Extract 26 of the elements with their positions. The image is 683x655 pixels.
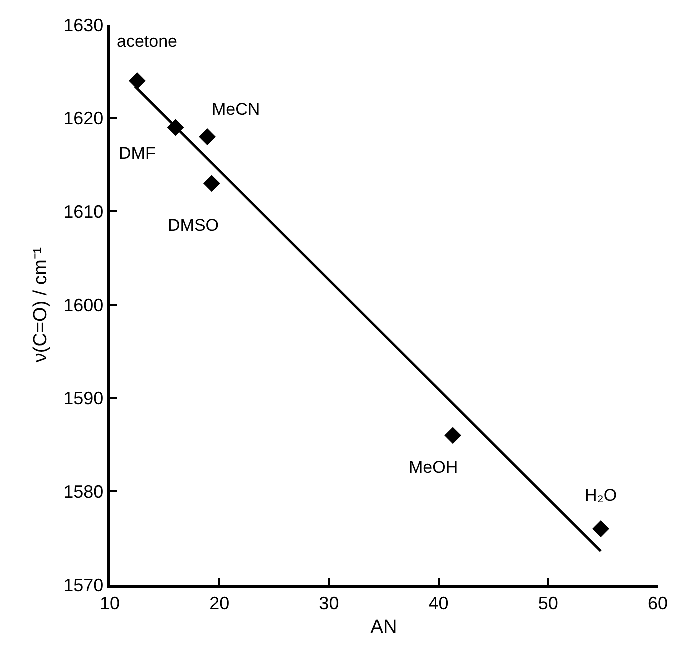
y-tick-label: 1610 [64, 202, 104, 222]
x-tick-label: 10 [100, 593, 120, 614]
y-tick-label: 1600 [64, 295, 104, 316]
annotation: acetone [117, 32, 178, 51]
annotation: DMF [119, 144, 156, 163]
x-tick-label: 40 [428, 593, 449, 614]
x-tick-label: 50 [538, 593, 558, 614]
y-axis-title: ν(C=O) / cm⁻¹ [30, 247, 52, 363]
annotation: MeOH [409, 458, 458, 477]
point [199, 128, 216, 146]
y-tick-label: 1570 [64, 575, 104, 596]
y-tick-label: 1620 [64, 108, 104, 129]
annotation: DMSO [168, 216, 219, 235]
x-tick-label: 60 [648, 593, 668, 614]
point [203, 175, 220, 192]
point [444, 427, 462, 444]
annotation: MeCN [212, 100, 260, 119]
y-tick-label: 1580 [64, 482, 104, 502]
point [128, 72, 146, 90]
annotation: H₂O [585, 486, 618, 505]
y-tick-label: 1590 [64, 388, 104, 409]
x-tick-label: 30 [319, 593, 340, 614]
y-tick-label: 1630 [64, 15, 104, 36]
x-axis-title: AN [370, 617, 398, 638]
x-tick-label: 20 [210, 593, 230, 614]
point [592, 520, 610, 538]
